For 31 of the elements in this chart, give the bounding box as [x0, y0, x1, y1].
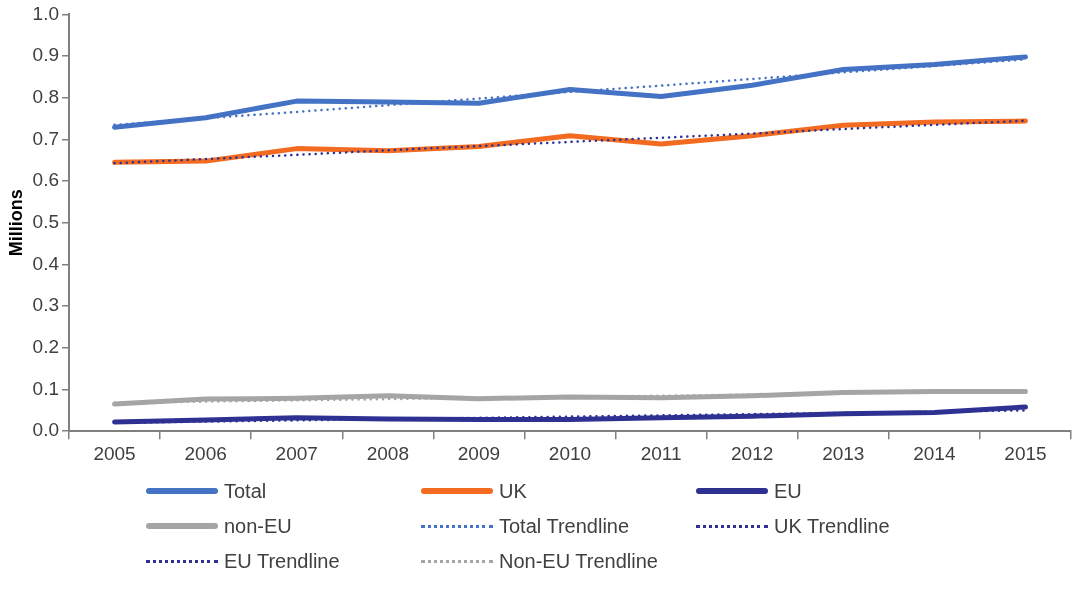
legend-label: EU — [774, 479, 802, 503]
y-tick-label: 0.6 — [32, 169, 60, 191]
x-tick-label: 2015 — [1004, 442, 1047, 464]
legend-label: non-EU — [224, 514, 292, 538]
legend-label: EU Trendline — [224, 549, 340, 573]
y-tick-label: 0.5 — [32, 211, 60, 233]
y-tick-label: 0.1 — [32, 377, 60, 399]
x-tick-label: 2009 — [457, 442, 501, 464]
y-tick-label: 0.0 — [32, 419, 60, 441]
x-tick-label: 2007 — [275, 442, 318, 464]
legend-label: UK Trendline — [774, 514, 890, 538]
y-tick-label: 0.8 — [32, 85, 60, 107]
legend-label: Total — [224, 479, 267, 503]
x-tick-label: 2014 — [913, 442, 956, 464]
y-tick-label: 0.7 — [32, 127, 60, 149]
x-tick-label: 2013 — [822, 442, 865, 464]
legend-label: UK — [499, 479, 527, 503]
legend-label: Total Trendline — [499, 514, 630, 538]
x-tick-label: 2010 — [548, 442, 592, 464]
y-axis-title: Millions — [5, 189, 26, 257]
y-tick-label: 1.0 — [32, 2, 60, 24]
y-tick-label: 0.9 — [32, 44, 60, 66]
x-tick-label: 2011 — [640, 442, 682, 464]
x-tick-label: 2005 — [93, 442, 136, 464]
y-tick-label: 0.2 — [32, 336, 60, 358]
legend-label: Non-EU Trendline — [499, 549, 658, 573]
x-tick-label: 2012 — [731, 442, 774, 464]
x-tick-label: 2006 — [184, 442, 227, 464]
y-tick-label: 0.3 — [32, 294, 60, 316]
x-tick-label: 2008 — [366, 442, 409, 464]
y-tick-label: 0.4 — [32, 252, 60, 274]
